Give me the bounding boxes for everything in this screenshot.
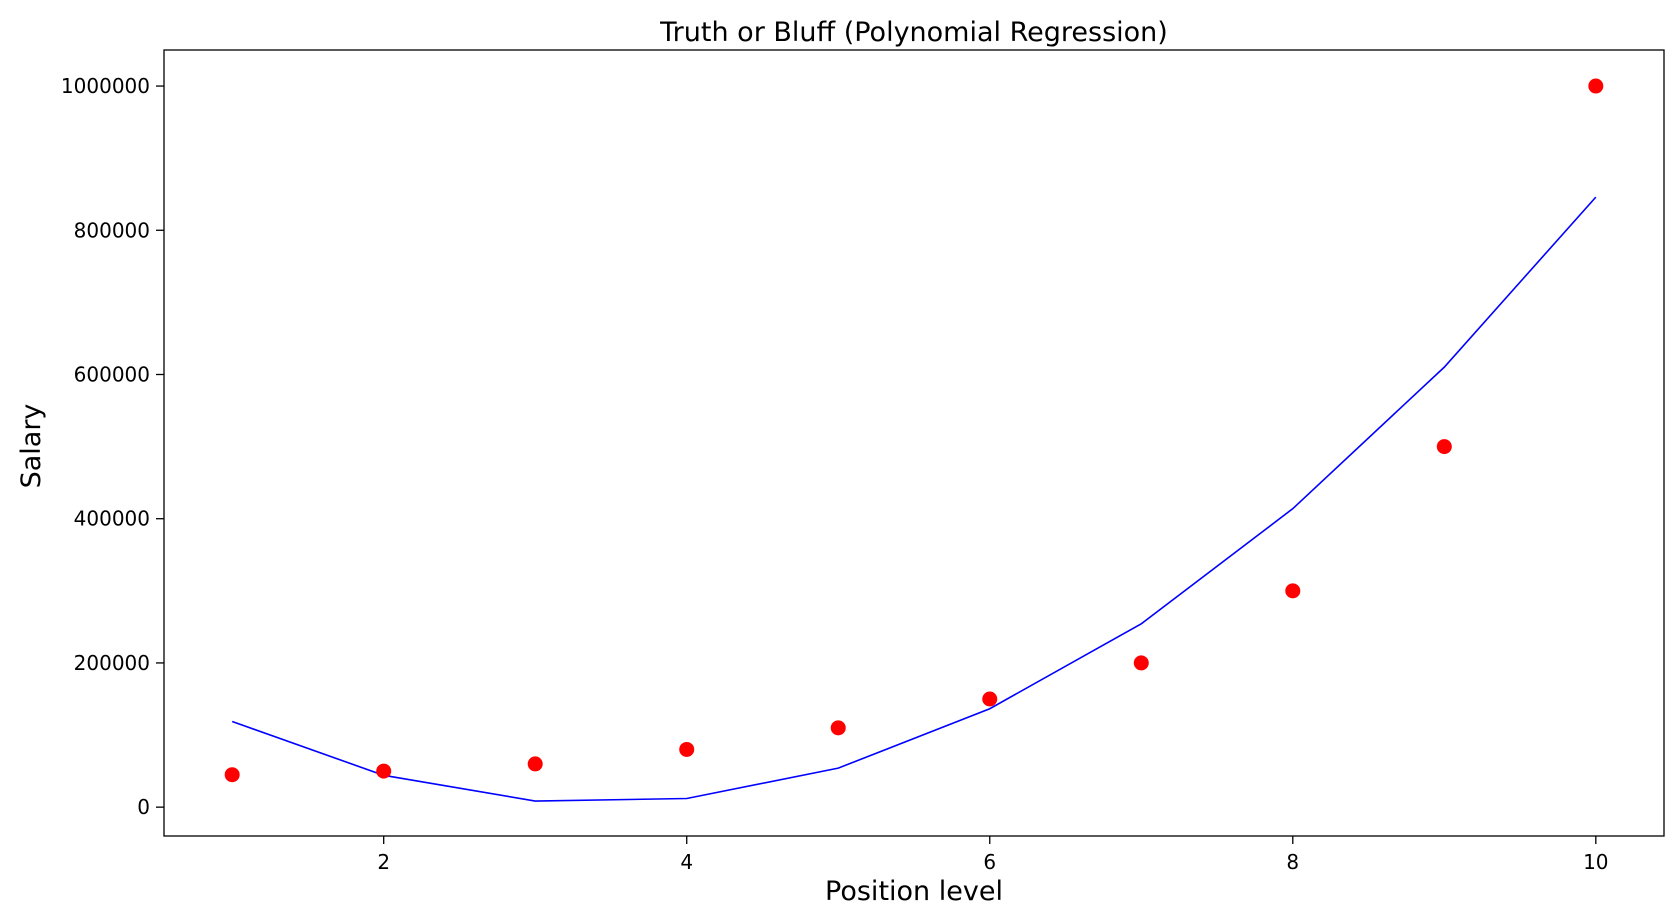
x-tick-label: 6: [983, 850, 996, 874]
y-axis: 0 200000 400000 600000 800000 1000000: [61, 74, 164, 819]
x-axis: 2 4 6 8 10: [377, 836, 1609, 874]
scatter-point: [679, 741, 695, 757]
y-tick-label: 400000: [74, 507, 150, 531]
y-tick-label: 0: [137, 795, 150, 819]
chart-title: Truth or Bluff (Polynomial Regression): [659, 17, 1168, 48]
y-tick-label: 800000: [74, 218, 150, 242]
scatter-point: [830, 720, 846, 736]
scatter-point: [1133, 655, 1149, 671]
scatter-point: [376, 763, 392, 779]
series-layer: [224, 78, 1604, 802]
scatter-point: [224, 767, 240, 783]
scatter-point: [527, 756, 543, 772]
plot-area: [163, 49, 1665, 837]
y-tick-label: 200000: [74, 651, 150, 675]
scatter-point: [982, 691, 998, 707]
scatter-point: [1285, 583, 1301, 599]
x-tick-label: 4: [680, 850, 693, 874]
y-axis-label: Salary: [16, 404, 47, 489]
regression-line: [231, 196, 1597, 802]
x-tick-label: 10: [1583, 850, 1608, 874]
scatter-point: [1588, 78, 1604, 94]
x-axis-label: Position level: [825, 876, 1003, 907]
y-tick-label: 1000000: [61, 74, 150, 98]
scatter-point: [1436, 439, 1452, 455]
y-tick-label: 600000: [74, 362, 150, 386]
x-tick-label: 8: [1286, 850, 1299, 874]
x-tick-label: 2: [377, 850, 390, 874]
